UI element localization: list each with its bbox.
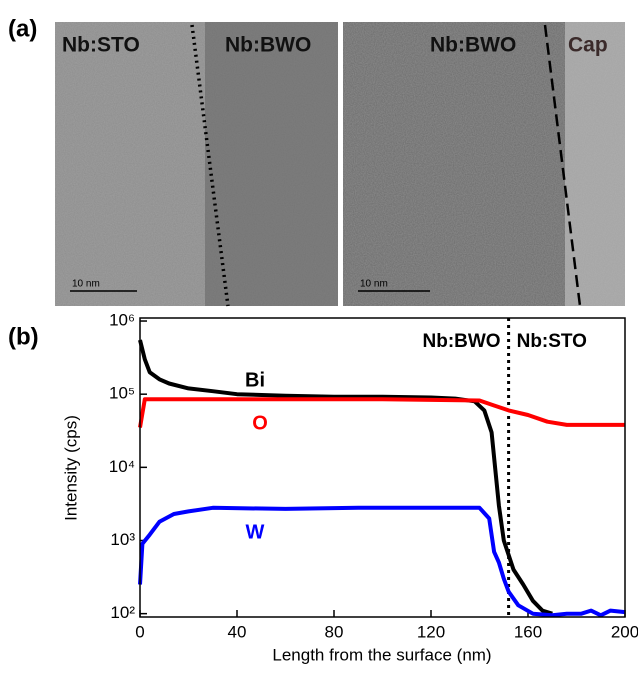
x-tick-label: 120	[417, 622, 445, 641]
y-tick-label: 10⁵	[109, 384, 135, 403]
series-line	[138, 339, 553, 616]
y-tick-label: 10⁴	[109, 457, 135, 476]
x-axis-label: Length from the surface (nm)	[272, 645, 491, 664]
x-tick-label: 200	[611, 622, 638, 641]
y-axis-label: Intensity (cps)	[61, 415, 80, 521]
series-label: Bi	[245, 369, 265, 391]
plot-frame	[139, 317, 626, 618]
panel-label: (b)	[8, 323, 39, 350]
x-tick-label: 40	[228, 622, 247, 641]
region-label: Cap	[568, 34, 608, 57]
tem-film	[205, 22, 338, 306]
series-label: W	[246, 521, 265, 543]
panel-label: (a)	[8, 15, 37, 42]
y-tick-label: 10⁶	[109, 311, 135, 330]
region-label: Nb:STO	[62, 34, 140, 57]
x-tick-label: 0	[135, 622, 144, 641]
region-label: Nb:BWO	[430, 34, 516, 57]
scale-bar-label: 10 nm	[360, 279, 388, 290]
region-label: Nb:BWO	[225, 34, 311, 57]
region-label: Nb:BWO	[423, 331, 501, 352]
y-tick-label: 10³	[110, 530, 135, 549]
series-label: O	[252, 412, 268, 434]
region-label: Nb:STO	[517, 331, 587, 352]
interface-line	[543, 24, 582, 307]
series-line	[138, 505, 626, 618]
scale-bar-label: 10 nm	[72, 279, 100, 290]
x-tick-label: 160	[514, 622, 542, 641]
series-line	[138, 397, 625, 428]
x-tick-label: 80	[325, 622, 344, 641]
y-tick-label: 10²	[110, 603, 135, 622]
